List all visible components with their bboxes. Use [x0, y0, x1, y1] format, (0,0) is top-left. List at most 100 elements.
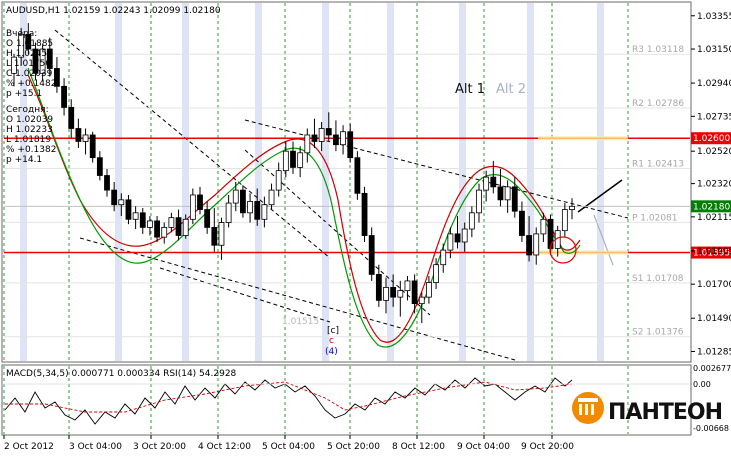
info-line: % +0.1482 [6, 79, 56, 89]
candle-body [426, 282, 432, 298]
candle-body [132, 212, 139, 220]
info-line: Вчера: [6, 29, 37, 39]
candle-body [282, 150, 289, 172]
trendline-lower-b [159, 267, 331, 323]
price-tick-label: 1.02940 [697, 79, 731, 89]
candle-body [268, 189, 275, 206]
pivot-label: R3 1.03118 [632, 45, 684, 55]
symbol-header: AUDUSD,H1 1.02159 1.02243 1.02099 1.0218… [6, 6, 221, 16]
time-tick-label: 3 Oct 20:00 [133, 442, 186, 452]
candle-body [218, 222, 225, 246]
info-line: p +15.1 [6, 89, 42, 99]
candle-body [333, 134, 339, 146]
candle-body [569, 205, 575, 210]
candle-body [168, 217, 175, 228]
indicator-tick-label: 0.00 [693, 380, 711, 389]
moving-averages [27, 67, 581, 348]
candle-body [175, 217, 182, 236]
candle-body [454, 233, 461, 243]
candle-body [504, 186, 511, 201]
level-price-tag [691, 246, 731, 259]
candle-body [511, 186, 518, 212]
macd-line [4, 377, 573, 425]
price-axis: 1.03355 1.03150 1.02940 1.02735 1.02520 1.023… [691, 12, 731, 357]
candle-body [533, 233, 540, 256]
time-tick-label: 2 Oct 2012 [4, 442, 54, 452]
info-line: H 1.02233 [6, 125, 53, 135]
price-tick-label: 1.03150 [697, 45, 731, 55]
session-band [527, 3, 534, 361]
signal-line [5, 381, 573, 413]
candle-body [104, 175, 110, 191]
price-tick-label: 1.02735 [697, 112, 731, 122]
pivot-label: S2 1.01376 [632, 328, 684, 338]
candle-body [347, 131, 354, 159]
price-tick-label: 1.01700 [697, 280, 731, 290]
logo: ПАНТЕОН [572, 392, 723, 425]
candle-body [497, 186, 504, 201]
session-band [255, 3, 262, 361]
price-tick-label: 1.02520 [697, 147, 731, 157]
candle-body [197, 194, 203, 210]
candles [11, 23, 575, 324]
candle-body [182, 218, 189, 236]
candle-body [139, 212, 146, 228]
candle-body [275, 170, 282, 191]
session-band [597, 3, 604, 361]
level-price-tag [691, 132, 731, 145]
candle-body [39, 48, 46, 74]
session-band [20, 3, 27, 361]
candle-body [540, 218, 547, 235]
candle-body [418, 296, 425, 305]
candle-body [240, 189, 246, 214]
wave-label-c-bracket: [c] [327, 326, 339, 336]
moving-average-red [27, 74, 581, 343]
time-axis: 2 Oct 2012 3 Oct 04:00 3 Oct 20:00 4 Oct 12… [3, 435, 574, 452]
candle-body [390, 287, 397, 298]
candle-body [161, 227, 168, 238]
candle-body [361, 192, 368, 236]
session-band [115, 3, 122, 361]
info-line: L 1.01750 [6, 59, 51, 69]
wave-label-c: c [329, 336, 334, 346]
candle-body [297, 152, 304, 168]
level-price-tag-label: 1.02600 [693, 134, 730, 144]
candle-body [89, 134, 96, 159]
candle-body [433, 264, 439, 283]
time-grid-lines [3, 3, 629, 434]
candle-body [254, 201, 261, 220]
time-tick-label: 4 Oct 12:00 [198, 442, 251, 452]
candle-body [154, 220, 160, 238]
candle-body [375, 274, 382, 301]
moving-average-green [27, 67, 581, 348]
candle-body [125, 199, 132, 220]
info-line: C 1.02039 [6, 69, 53, 79]
candle-body [82, 134, 89, 142]
price-tick-label: 1.02115 [697, 213, 731, 223]
time-tick-label: 8 Oct 12:00 [392, 442, 445, 452]
candle-body [526, 235, 532, 256]
candle-body [232, 189, 239, 204]
candle-body [340, 131, 346, 146]
candle-body [18, 34, 25, 58]
candle-body [311, 134, 318, 142]
candle-body [561, 209, 568, 232]
alt2-projection-line [593, 214, 614, 266]
trendline-lower-long [79, 237, 516, 361]
trendline-channel-bottom [244, 149, 431, 316]
time-tick-label: 3 Oct 04:00 [69, 442, 122, 452]
indicator-panel: MACD(5,34,5) 0.000771 0.000334 RSI(14) 5… [2, 364, 731, 433]
info-line: % +0.1382 [6, 145, 56, 155]
candle-body [440, 249, 447, 266]
time-tick-label: 9 Oct 04:00 [457, 442, 510, 452]
level-highlight [538, 136, 628, 141]
pivot-label: R2 1.02786 [632, 99, 684, 109]
session-band [387, 3, 394, 361]
price-tick-label: 1.01905 [697, 247, 731, 257]
scenario-label-alt1: Alt 1 [455, 82, 485, 97]
scenario-label-alt2: Alt 2 [496, 82, 526, 97]
candle-body [490, 176, 497, 188]
candle-body [46, 48, 53, 69]
candle-body [225, 202, 232, 223]
